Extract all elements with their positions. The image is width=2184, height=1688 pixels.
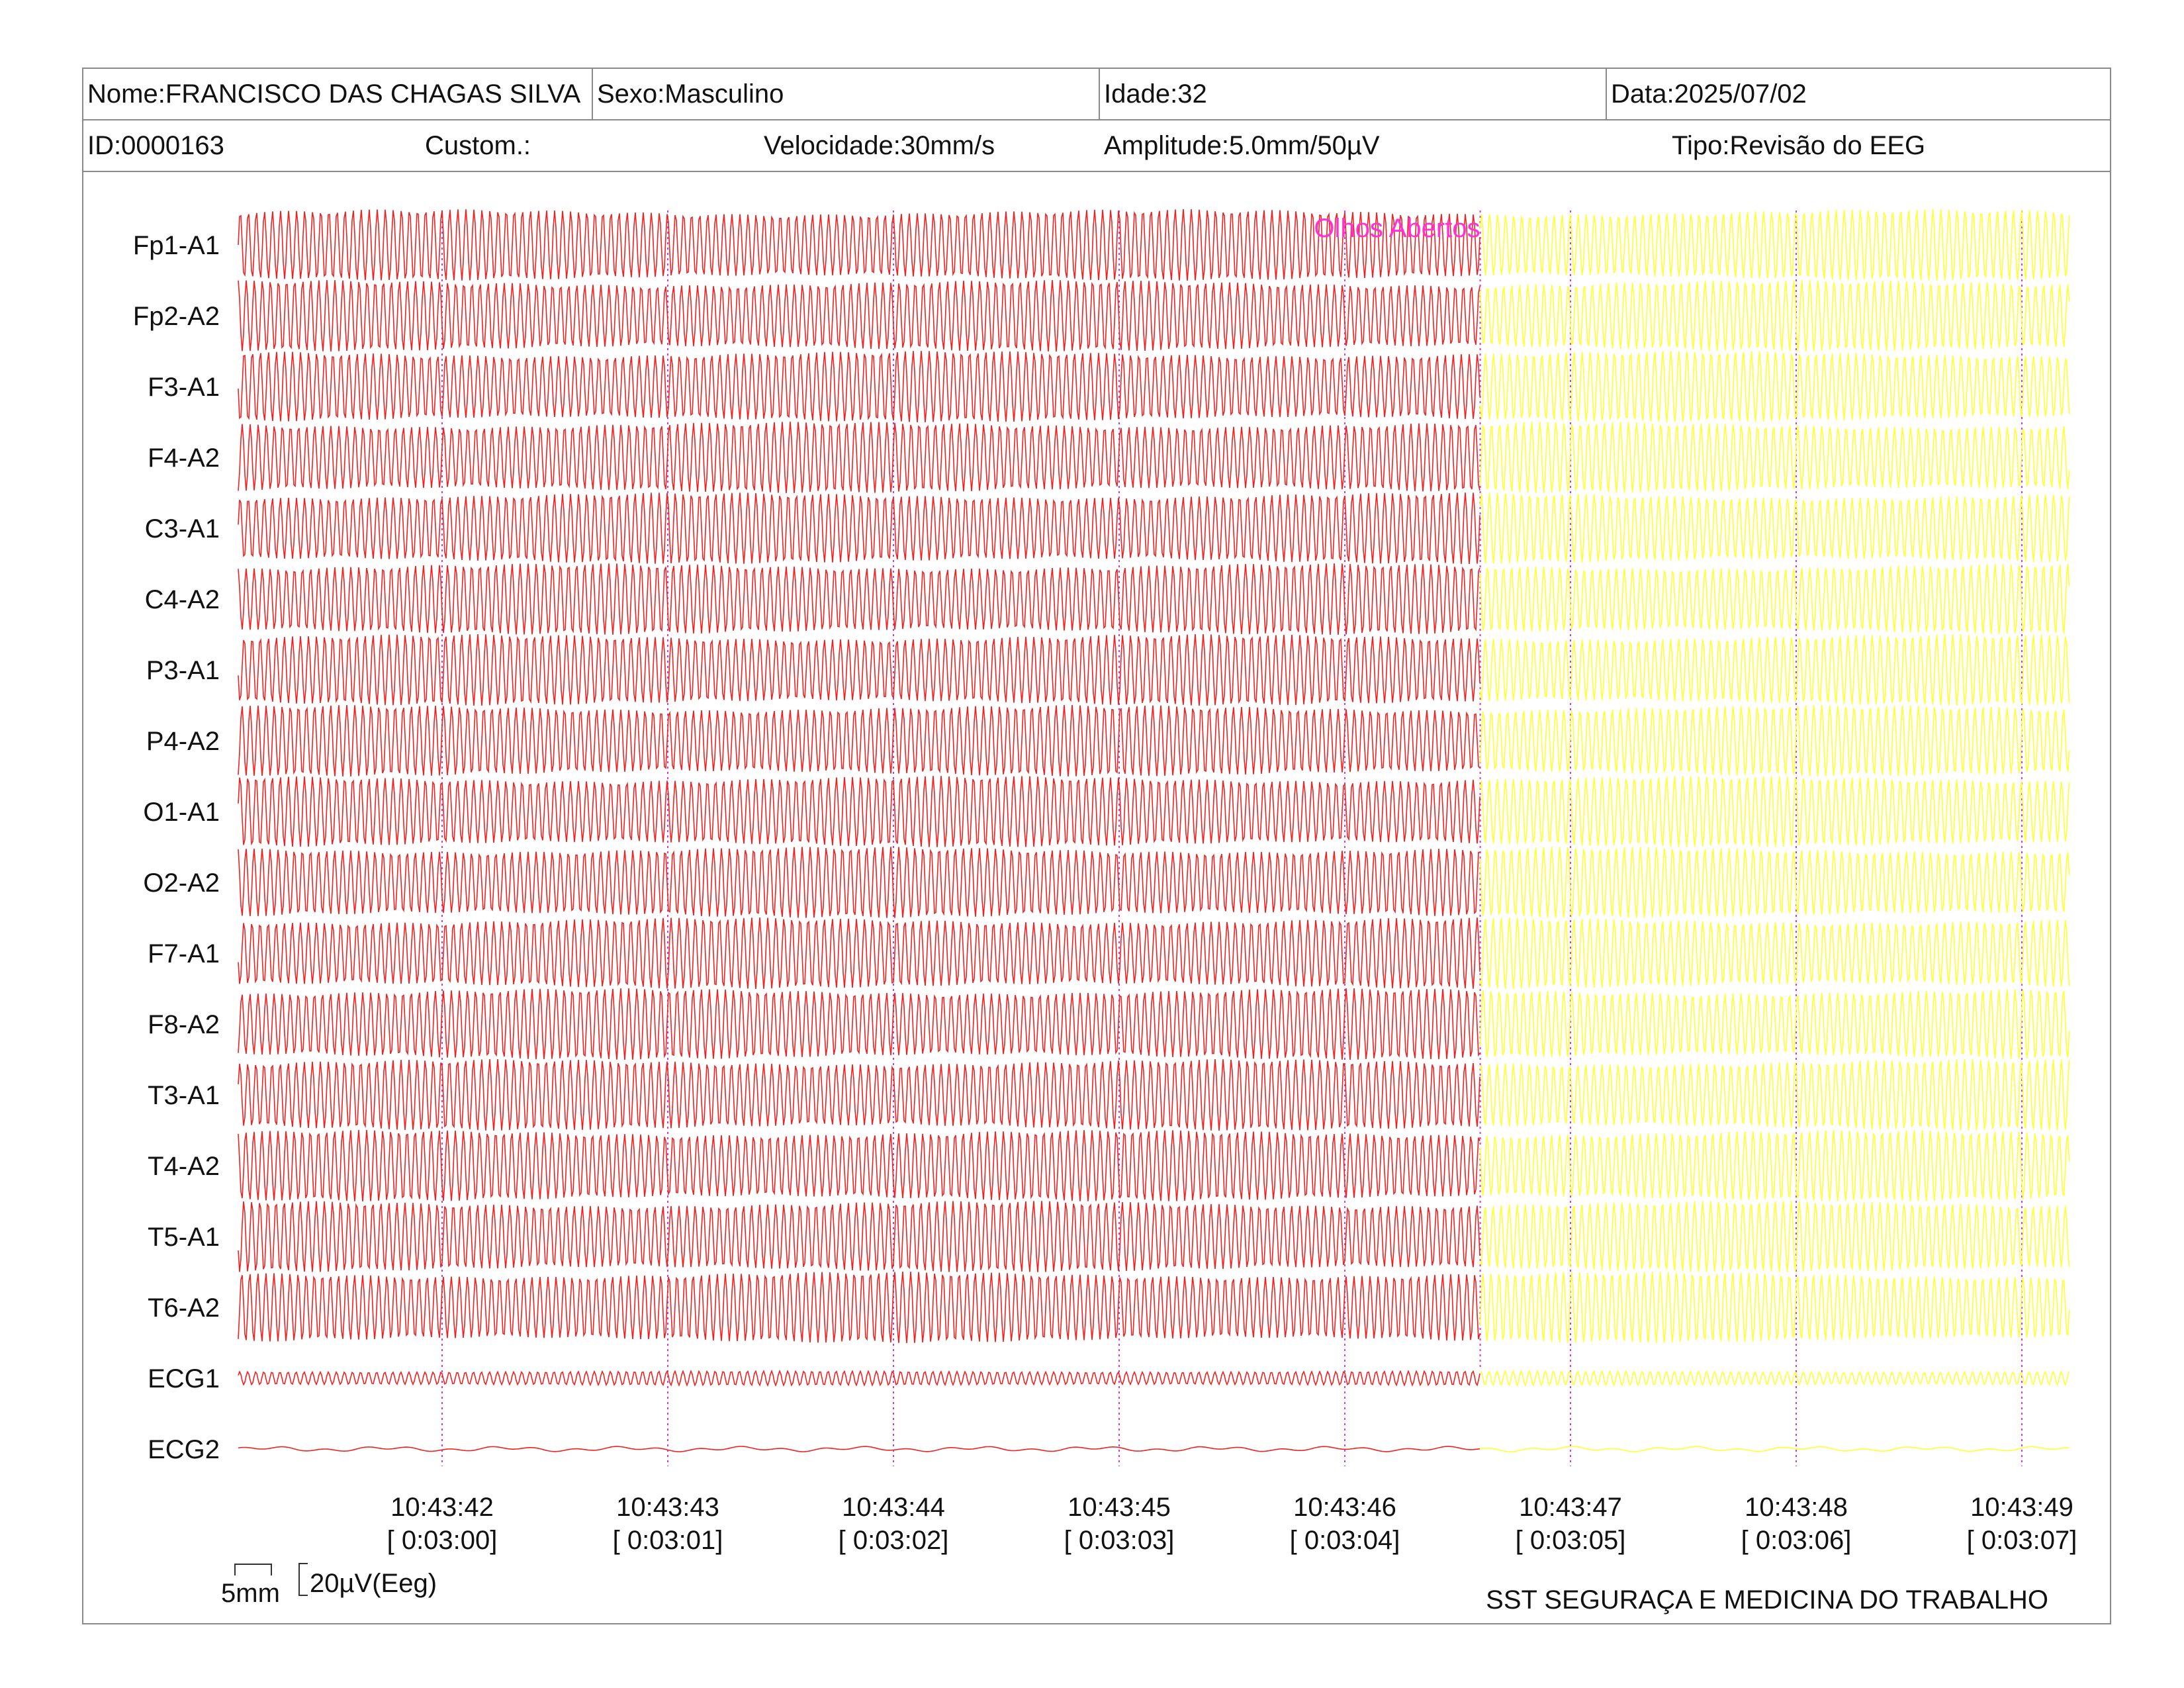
trace-f3-a1-before [238,350,1480,422]
trace-ecg2-before [238,1446,1480,1452]
trace-o2-a2-before [238,847,1480,918]
trace-c4-a2-before [238,563,1480,635]
tick-elapsed-4: [ 0:03:04] [1290,1526,1400,1555]
trace-f4-a2-after [1479,422,2070,493]
tick-elapsed-2: [ 0:03:02] [839,1526,949,1555]
scale-time-label: 5mm [221,1579,280,1608]
trace-f7-a1-after [1479,917,2070,989]
trace-fp2-a2-before [238,279,1480,352]
channel-label-t6-a2: T6-A2 [148,1293,220,1323]
channel-label-f3-a1: F3-A1 [148,373,220,402]
trace-c3-a1-before [238,492,1480,564]
tick-clock-5: 10:43:47 [1519,1493,1622,1522]
trace-t6-a2-after [1479,1272,2070,1343]
tick-elapsed-0: [ 0:03:00] [387,1526,498,1555]
trace-fp1-a1-before [238,209,1480,281]
channel-label-p3-a1: P3-A1 [146,656,220,685]
patient-sex: Sexo:Masculino [593,69,1100,119]
scale-amp-label: 20µV(Eeg) [310,1569,437,1598]
time-gridlines [441,211,2023,1466]
channel-label-c4-a2: C4-A2 [145,585,220,614]
trace-o1-a1-after [1479,776,2070,847]
annotation-olhos-abertos: Olhos Abertos [1314,214,1480,243]
scale-bar: 5mm 20µV(Eeg) [221,1563,437,1608]
tick-clock-7: 10:43:49 [1970,1493,2073,1522]
tick-elapsed-3: [ 0:03:03] [1064,1526,1175,1555]
channel-label-f4-a2: F4-A2 [148,444,220,473]
trace-f7-a1-before [238,917,1480,989]
trace-t3-a1-after [1479,1059,2070,1131]
channel-label-t4-a2: T4-A2 [148,1152,220,1181]
trace-c4-a2-after [1479,563,2070,635]
company-name: SST SEGURAÇA E MEDICINA DO TRABALHO [1486,1585,2048,1615]
channel-label-t3-a1: T3-A1 [148,1081,220,1110]
trace-p3-a1-after [1479,633,2070,706]
channel-label-ecg1: ECG1 [148,1364,220,1393]
tick-clock-4: 10:43:46 [1293,1493,1396,1522]
channel-label-t5-a1: T5-A1 [148,1223,220,1252]
patient-age: Idade:32 [1100,69,1607,119]
tick-elapsed-6: [ 0:03:06] [1741,1526,1852,1555]
trace-f4-a2-before [238,422,1480,493]
trace-t5-a1-after [1479,1201,2070,1272]
channel-label-c3-a1: C3-A1 [145,514,220,543]
channel-label-ecg2: ECG2 [148,1435,220,1464]
patient-id: ID:0000163 [87,131,224,160]
header-row-2: ID:0000163 Custom.: Velocidade:30mm/s Am… [83,120,2110,172]
trace-ecg1-before [238,1369,1480,1387]
trace-p4-a2-after [1479,705,2070,776]
recording-amplitude: Amplitude:5.0mm/50µV [1104,131,1380,160]
exam-date: Data:2025/07/02 [1611,79,1807,109]
trace-t3-a1-before [238,1059,1480,1131]
trace-t5-a1-before [238,1201,1480,1272]
channel-label-f7-a1: F7-A1 [148,939,220,968]
trace-t4-a2-before [238,1129,1480,1202]
tick-elapsed-7: [ 0:03:07] [1967,1526,2077,1555]
trace-f8-a2-after [1479,989,2070,1059]
trace-ecg1-after [1480,1369,2070,1387]
header-row-1: Nome:FRANCISCO DAS CHAGAS SILVA Sexo:Mas… [83,69,2110,120]
tick-clock-1: 10:43:43 [616,1493,719,1522]
tick-clock-2: 10:43:44 [842,1493,945,1522]
exam-type: Tipo:Revisão do EEG [1672,131,1926,160]
trace-o1-a1-before [238,776,1480,847]
tick-clock-3: 10:43:45 [1068,1493,1171,1522]
channel-label-o2-a2: O2-A2 [143,868,220,898]
tick-elapsed-1: [ 0:03:01] [613,1526,723,1555]
channel-label-fp2-a2: Fp2-A2 [133,302,220,331]
scale-time-bracket [234,1564,272,1575]
trace-t4-a2-after [1479,1130,2070,1201]
patient-name: Nome:FRANCISCO DAS CHAGAS SILVA [83,69,593,119]
trace-p3-a1-before [238,633,1480,706]
trace-c3-a1-after [1479,492,2070,564]
trace-f8-a2-before [238,988,1480,1060]
trace-fp1-a1-after [1479,209,2070,281]
trace-fp2-a2-after [1479,279,2070,352]
tick-elapsed-5: [ 0:03:05] [1516,1526,1626,1555]
trace-t6-a2-before [238,1272,1480,1343]
channel-label-fp1-a1: Fp1-A1 [133,231,220,260]
trace-o2-a2-after [1479,847,2070,918]
channel-labels: Fp1-A1 Fp2-A2 F3-A1 F4-A2 C3-A1 C4-A2 P3-A1 P4-… [133,231,220,1464]
tick-clock-6: 10:43:48 [1745,1493,1848,1522]
channel-label-o1-a1: O1-A1 [143,798,220,827]
trace-p4-a2-before [238,704,1480,777]
scale-amp-bracket [298,1563,308,1596]
channel-label-f8-a2: F8-A2 [148,1010,220,1039]
custom-field: Custom.: [425,131,531,160]
recording-speed: Velocidade:30mm/s [764,131,995,160]
tick-clock-0: 10:43:42 [390,1493,494,1522]
trace-f3-a1-after [1479,350,2070,422]
report-frame: Nome:FRANCISCO DAS CHAGAS SILVA Sexo:Mas… [82,68,2111,1624]
channel-label-p4-a2: P4-A2 [146,727,220,756]
trace-ecg2-after [1480,1446,2070,1452]
eeg-traces [238,209,2070,1452]
time-axis: 10:43:42 [ 0:03:00] 10:43:43 [ 0:03:01] 10:4… [387,1493,2077,1555]
